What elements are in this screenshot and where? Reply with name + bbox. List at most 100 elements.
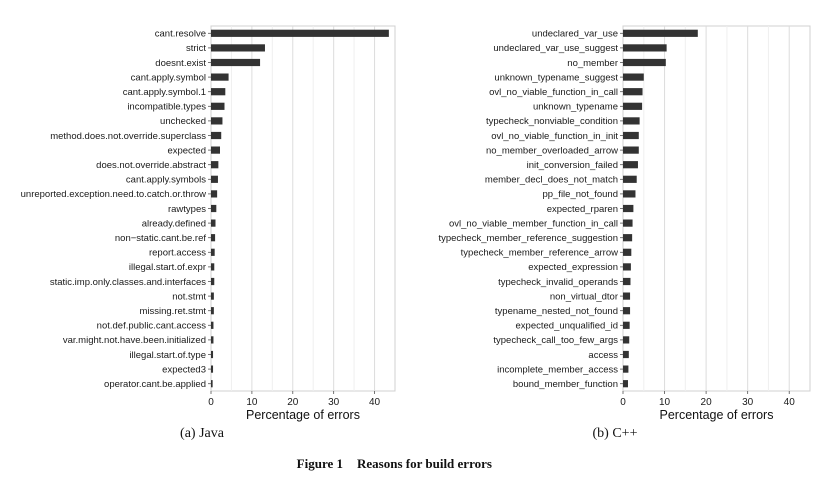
cpp-bar	[623, 102, 643, 110]
cpp-category-label: typecheck_nonviable_condition	[486, 116, 618, 127]
cpp-category-label: no_member	[567, 58, 618, 69]
java-x-tick-label: 30	[328, 397, 340, 408]
java-x-tick-label: 10	[246, 397, 258, 408]
cpp-bar	[623, 248, 632, 256]
java-x-tick-label: 20	[287, 397, 299, 408]
cpp-bar	[623, 29, 698, 37]
java-category-label: not.def.public.cant.access	[97, 321, 207, 332]
cpp-x-tick-label: 30	[742, 397, 754, 408]
cpp-category-label: unknown_typename	[533, 102, 618, 113]
cpp-category-label: typecheck_invalid_operands	[498, 277, 618, 288]
java-category-label: cant.apply.symbol	[131, 72, 206, 83]
java-bar	[211, 44, 265, 52]
java-bar	[211, 248, 215, 256]
cpp-bar	[623, 146, 639, 154]
cpp-bar	[623, 336, 630, 344]
cpp-category-label: expected_unqualified_id	[516, 321, 618, 332]
java-category-label: not.stmt	[172, 291, 206, 302]
java-category-label: unreported.exception.need.to.catch.or.th…	[21, 189, 207, 200]
java-bar	[211, 234, 216, 242]
java-bar	[211, 190, 218, 198]
cpp-category-label: non_virtual_dtor	[550, 291, 618, 302]
cpp-caption: (b) C++	[593, 426, 638, 441]
cpp-bar	[623, 292, 631, 300]
java-category-label: cant.resolve	[155, 29, 206, 40]
java-category-label: illegal.start.of.type	[129, 350, 206, 361]
java-bar	[211, 204, 217, 213]
java-bar	[211, 350, 214, 359]
cpp-bar	[623, 321, 630, 329]
cpp-bar	[623, 175, 637, 183]
cpp-bar	[623, 307, 631, 315]
java-bar	[211, 131, 222, 140]
cpp-bar	[623, 190, 636, 198]
java-bar	[211, 29, 389, 37]
cpp-category-label: access	[588, 350, 618, 361]
java-category-label: strict	[186, 43, 206, 54]
java-x-axis-label: Percentage of errors	[246, 408, 360, 422]
java-bar	[211, 307, 214, 315]
java-category-label: report.access	[149, 248, 206, 259]
cpp-x-tick-label: 0	[620, 397, 626, 408]
java-x-tick-label: 40	[369, 397, 381, 408]
cpp-category-label: undeclared_var_use	[532, 29, 618, 40]
cpp-category-label: ovl_no_viable_function_in_call	[489, 87, 618, 98]
figure-title: Reasons for build errors	[357, 456, 492, 471]
java-bar	[211, 277, 215, 286]
cpp-bar	[623, 277, 631, 286]
cpp-x-tick-label: 40	[784, 397, 796, 408]
cpp-category-label: expected_rparen	[547, 204, 618, 215]
java-bar	[211, 365, 214, 373]
java-bar	[211, 336, 214, 344]
cpp-category-label: typecheck_member_reference_suggestion	[438, 233, 618, 244]
java-category-label: incompatible.types	[127, 102, 206, 113]
java-category-label: cant.apply.symbols	[126, 175, 206, 186]
cpp-chart-panel: undeclared_var_use undeclared_var_use_sug…	[438, 25, 811, 422]
java-bar	[211, 58, 261, 67]
cpp-category-label: incomplete_member_access	[497, 364, 618, 375]
java-bar	[211, 219, 216, 227]
java-category-label: expected3	[162, 364, 206, 375]
cpp-bar	[623, 263, 631, 271]
java-category-label: static.imp.only.classes.and.interfaces	[50, 277, 206, 288]
java-x-tick-label: 0	[208, 397, 214, 408]
java-bar	[211, 146, 220, 154]
java-category-label: doesnt.exist	[155, 58, 206, 69]
cpp-category-label: bound_member_function	[513, 379, 618, 390]
java-category-label: missing.ret.stmt	[139, 306, 206, 317]
cpp-bar	[623, 117, 640, 125]
java-bar	[211, 102, 225, 110]
java-bar	[211, 117, 223, 125]
cpp-category-label: expected_expression	[528, 262, 618, 273]
cpp-bar	[623, 380, 628, 388]
cpp-category-label: undeclared_var_use_suggest	[493, 43, 618, 54]
cpp-x-tick-label: 10	[659, 397, 671, 408]
java-category-label: operator.cant.be.applied	[104, 379, 206, 390]
java-bar	[211, 321, 214, 329]
java-category-label: method.does.not.override.superclass	[50, 131, 206, 142]
java-category-label: does.not.override.abstract	[96, 160, 206, 171]
cpp-bar	[623, 44, 667, 52]
java-category-label: cant.apply.symbol.1	[123, 87, 206, 98]
java-category-label: illegal.start.of.expr	[129, 262, 206, 273]
cpp-x-axis-label: Percentage of errors	[660, 408, 774, 422]
cpp-bar	[623, 234, 633, 242]
cpp-bar	[623, 161, 638, 169]
java-bar	[211, 292, 214, 300]
cpp-bar	[623, 350, 629, 359]
cpp-category-label: unknown_typename_suggest	[494, 72, 618, 83]
cpp-bar	[623, 365, 629, 373]
cpp-bar	[623, 131, 639, 140]
cpp-category-label: typename_nested_not_found	[495, 306, 618, 317]
java-category-label: var.might.not.have.been.initialized	[63, 335, 206, 346]
cpp-bar	[623, 204, 634, 213]
cpp-x-tick-label: 20	[701, 397, 713, 408]
java-category-label: non−static.cant.be.ref	[115, 233, 206, 244]
java-category-label: unchecked	[160, 116, 206, 127]
java-bar	[211, 263, 215, 271]
figure-number: Figure 1	[297, 456, 343, 471]
cpp-bar	[623, 219, 633, 227]
java-bar	[211, 73, 229, 81]
java-bar	[211, 380, 213, 388]
cpp-category-label: ovl_no_viable_function_in_init	[491, 131, 618, 142]
